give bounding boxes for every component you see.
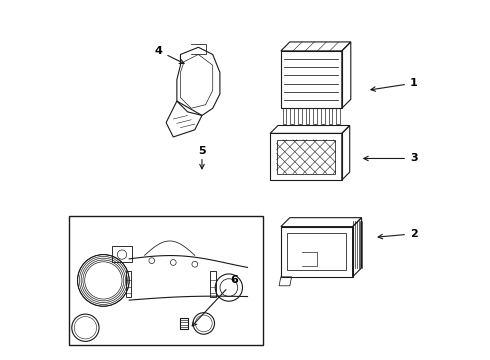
Bar bbox=[112, 246, 132, 262]
Bar bbox=[298, 108, 302, 125]
Bar bbox=[283, 108, 286, 125]
Bar bbox=[314, 108, 317, 125]
Bar bbox=[329, 108, 332, 125]
Bar bbox=[337, 108, 340, 125]
Bar bbox=[125, 271, 131, 297]
Bar bbox=[321, 108, 325, 125]
Text: 4: 4 bbox=[155, 46, 184, 63]
Text: 6: 6 bbox=[192, 275, 239, 326]
Bar bbox=[69, 216, 263, 345]
Text: 2: 2 bbox=[378, 229, 417, 239]
Bar bbox=[306, 108, 309, 125]
Text: 1: 1 bbox=[371, 78, 417, 91]
Text: 3: 3 bbox=[364, 153, 417, 163]
Bar bbox=[291, 108, 294, 125]
Bar bbox=[180, 318, 188, 329]
Text: 5: 5 bbox=[198, 146, 206, 156]
Bar bbox=[210, 271, 216, 297]
